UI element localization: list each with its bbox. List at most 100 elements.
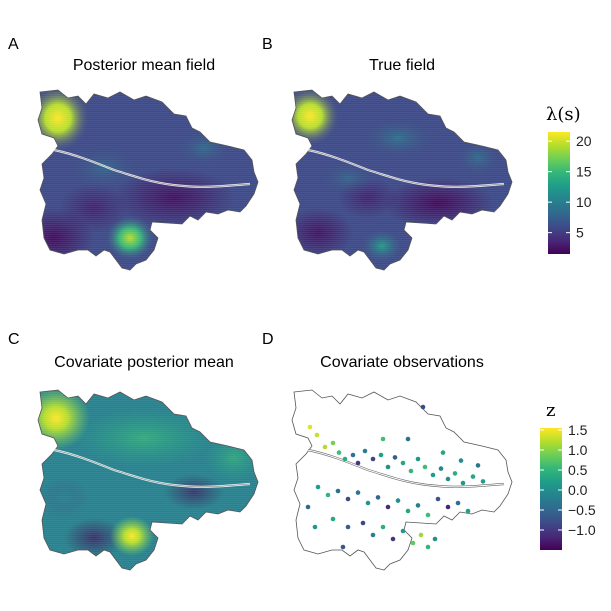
observation-point [455,500,461,506]
legend-lambda-ticks: 5 10 15 20 [548,133,592,241]
observation-point [370,532,376,538]
observation-point [445,504,451,510]
observation-point [315,484,321,490]
legend-tick-label: 0.5 [568,462,588,478]
observation-point [470,474,476,479]
map-d [291,389,513,571]
observation-point [395,498,401,503]
legend-tick-label: 5 [576,225,584,241]
observation-point [400,528,406,534]
legend-lambda-title: λ(s) [546,104,581,125]
panel-title-b: True field [369,57,435,74]
observation-point [418,532,424,538]
legend-tick-label: 20 [576,133,592,149]
river-edge-a [53,149,251,188]
observation-point [322,444,328,450]
observation-point [430,472,436,478]
observation-point [410,540,416,546]
observation-point [365,500,371,506]
observation-point [415,503,421,508]
observation-point [355,490,361,495]
panel-title-a: Posterior mean field [73,57,215,74]
legend-tick-label: 0.0 [568,482,588,498]
legend-tick-label: 15 [576,164,592,180]
panel-a: A Posterior mean field [8,36,259,271]
map-c [37,389,259,571]
observation-point [400,460,406,466]
observation-point [336,450,342,455]
observation-point [335,488,341,494]
panel-b: B True field [262,36,513,271]
observation-point [422,464,428,470]
river-edge-b [307,149,505,188]
observation-point [380,524,386,530]
observation-point [378,452,384,458]
observation-point [438,466,444,471]
observation-point [392,455,398,460]
observation-point [345,524,351,530]
observation-point [305,504,311,510]
observation-point [307,424,313,430]
legend-z-colorbar [540,428,562,550]
observation-point [460,480,466,486]
observation-point [425,512,431,518]
observation-point [405,508,411,514]
river-inner-d [307,449,505,488]
observation-point [355,460,361,466]
observation-point [325,492,331,498]
observation-point [432,536,438,542]
observation-points [305,404,486,550]
legend-tick-label: 1.5 [568,422,588,438]
legend-z: z 1.5 1.0 0.5 0.0 −0.5 −1.0 [540,400,596,550]
observation-point [435,496,441,502]
observation-point [314,432,320,438]
legend-z-ticks: 1.5 1.0 0.5 0.0 −0.5 −1.0 [540,422,596,538]
observation-point [452,471,458,476]
observation-point [375,495,381,500]
observation-point [415,456,421,462]
panel-label-c: C [8,331,20,348]
observation-point [345,496,351,502]
panel-title-d: Covariate observations [320,354,484,371]
observation-point [312,524,318,530]
observation-point [480,479,486,484]
observation-point [350,452,356,458]
legend-tick-label: −0.5 [568,502,596,518]
legend-lambda: λ(s) 5 10 15 20 [546,104,592,254]
legend-z-title: z [546,400,555,421]
panel-title-c: Covariate posterior mean [54,354,234,371]
observation-point [405,436,411,442]
observation-point [385,464,391,470]
observation-point [340,544,346,550]
observation-point [362,448,368,454]
river-edge-c [53,449,251,488]
observation-point [420,404,426,410]
observation-point [425,544,431,550]
observation-point [380,436,386,442]
legend-tick-label: −1.0 [568,522,596,538]
panel-d: D Covariate observations [262,331,513,571]
legend-tick-label: 1.0 [568,442,588,458]
observation-point [370,456,376,462]
observation-point [440,450,446,455]
observation-point [465,508,471,514]
observation-point [445,476,451,482]
panel-c: C Covariate posterior mean [8,331,259,571]
observation-point [330,516,336,522]
observation-point [385,504,391,510]
observation-point [342,456,348,462]
panel-label-b: B [262,36,273,53]
map-a [37,89,259,271]
observation-point [408,468,414,474]
observation-point [475,463,481,468]
legend-lambda-colorbar [548,132,570,254]
observation-point [458,458,464,463]
observation-point [360,520,366,526]
legend-tick-label: 10 [576,194,592,210]
map-b [291,89,513,271]
observation-point [390,536,396,542]
panel-label-a: A [8,36,19,53]
observation-point [330,440,336,446]
panel-label-d: D [262,331,274,348]
